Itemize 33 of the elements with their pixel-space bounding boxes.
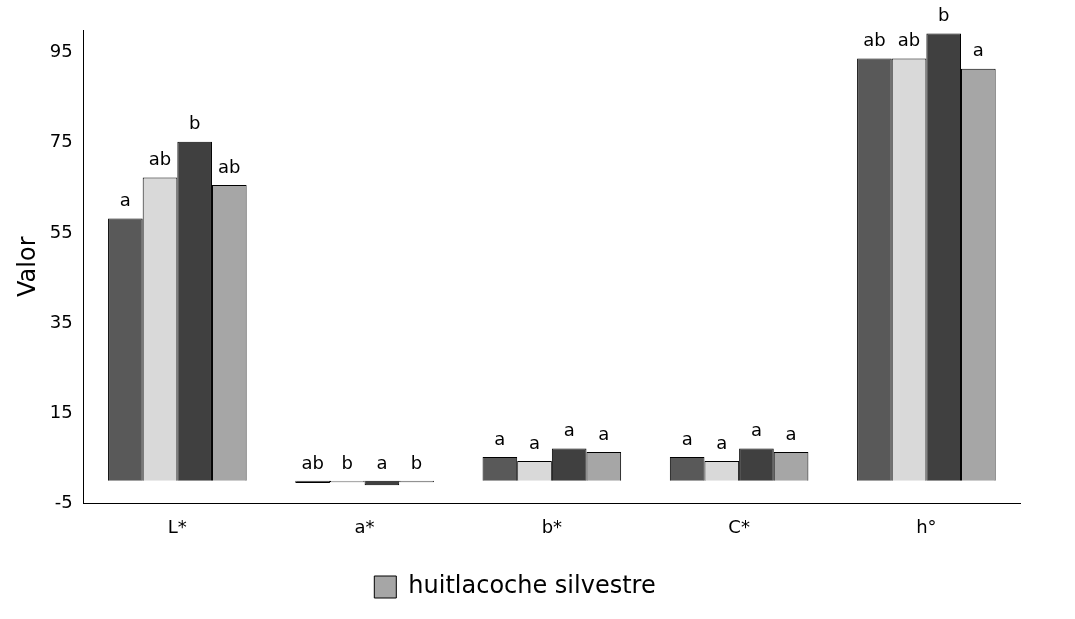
data-label: a	[972, 39, 984, 61]
data-label: ab	[863, 29, 886, 51]
x-tick-label: L*	[167, 515, 187, 537]
y-tick-label: 35	[49, 310, 73, 332]
data-label: a	[681, 427, 693, 449]
x-tick-label: b*	[541, 515, 563, 537]
data-label: b	[188, 112, 201, 134]
data-label: a	[716, 431, 728, 453]
data-label: a	[563, 419, 575, 441]
y-tick-label: 55	[49, 220, 73, 242]
data-label: b	[937, 4, 950, 26]
data-label: ab	[218, 155, 241, 177]
data-label: b	[341, 451, 353, 473]
data-label: a	[598, 422, 610, 444]
legend-label: huitlacoche silvestre	[408, 571, 656, 600]
data-label: ab	[301, 451, 324, 473]
y-tick-label: 15	[49, 400, 73, 422]
data-label: a	[494, 427, 506, 449]
data-label: a	[785, 422, 797, 444]
x-tick-label: h°	[916, 515, 937, 537]
data-label: a	[529, 431, 541, 453]
y-axis-title: Valor	[12, 236, 41, 297]
x-tick-label: a*	[354, 515, 375, 537]
y-tick-label: -5	[54, 491, 73, 513]
data-label: b	[410, 451, 423, 473]
data-label: a	[376, 451, 388, 473]
data-label: ab	[897, 29, 921, 51]
data-label: a	[119, 189, 131, 211]
y-tick-label: 75	[49, 130, 73, 152]
y-tick-label: 95	[49, 40, 73, 62]
data-label: ab	[148, 148, 172, 170]
x-tick-label: C*	[728, 515, 750, 537]
data-label: a	[750, 419, 762, 441]
